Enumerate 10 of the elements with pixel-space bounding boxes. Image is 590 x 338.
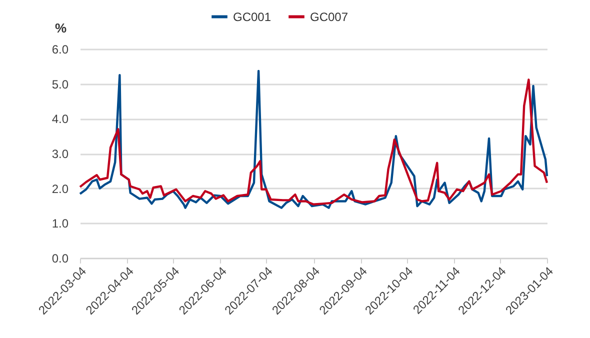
legend-label: GC001 [233,10,272,24]
y-tick-label: 0.0 [52,252,69,266]
y-tick-label: 2.0 [52,182,69,196]
y-tick-label: 4.0 [52,112,69,126]
y-tick-label: 3.0 [52,147,69,161]
y-axis-title: % [54,20,67,36]
y-tick-label: 5.0 [52,77,69,92]
y-tick-label: 1.0 [52,216,69,231]
y-tick-label: 6.0 [52,42,69,56]
legend-label: GC007 [310,10,348,24]
